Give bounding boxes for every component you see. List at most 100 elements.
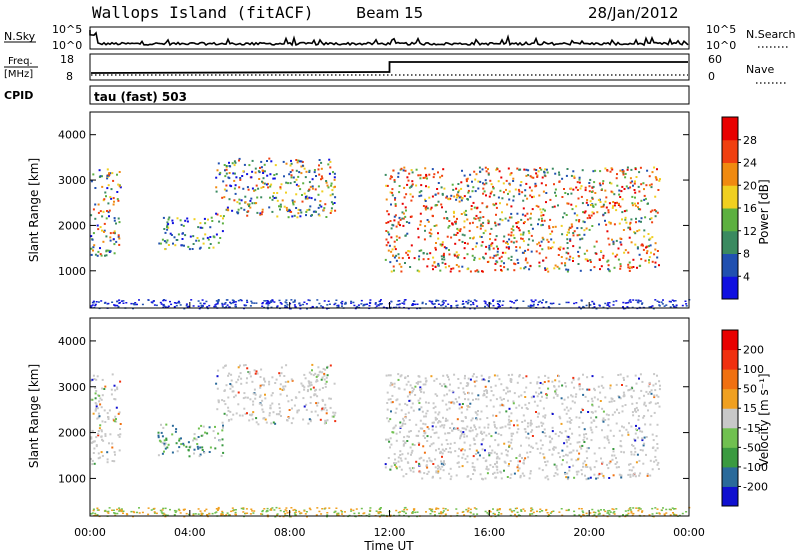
echo-pixel [473, 256, 476, 259]
echo-pixel [622, 426, 625, 429]
echo-pixel [616, 253, 619, 256]
echo-pixel [634, 439, 637, 442]
echo-pixel [355, 306, 358, 309]
echo-pixel [276, 514, 278, 516]
echo-pixel [221, 222, 224, 225]
echo-pixel [449, 447, 452, 450]
echo-pixel [321, 399, 324, 402]
echo-pixel [522, 462, 525, 465]
echo-pixel [493, 451, 496, 454]
echo-pixel [94, 402, 97, 404]
echo-pixel [457, 253, 460, 256]
echo-pixel [577, 470, 580, 473]
echo-pixel [472, 455, 475, 458]
echo-pixel [215, 511, 218, 513]
echo-pixel [578, 220, 580, 223]
echo-pixel [391, 188, 394, 191]
echo-pixel [615, 177, 618, 180]
echo-pixel [501, 426, 504, 429]
echo-pixel [601, 461, 604, 464]
echo-pixel [472, 186, 475, 189]
echo-pixel [501, 251, 504, 254]
echo-pixel [226, 512, 229, 514]
echo-pixel [630, 469, 633, 472]
echo-pixel [112, 509, 115, 511]
echo-pixel [111, 446, 114, 449]
echo-pixel [541, 444, 544, 447]
echo-pixel [246, 299, 248, 302]
echo-pixel [582, 511, 585, 514]
echo-pixel [266, 174, 269, 177]
echo-pixel [292, 509, 295, 511]
echo-pixel [309, 185, 312, 188]
echo-pixel [472, 437, 475, 440]
echo-pixel [409, 266, 412, 268]
echo-pixel [101, 387, 104, 390]
echo-pixel [303, 510, 306, 512]
echo-pixel [105, 254, 108, 257]
echo-pixel [138, 507, 140, 509]
echo-pixel [233, 160, 236, 163]
echo-pixel [632, 512, 635, 515]
echo-pixel [413, 300, 416, 302]
colorbar-segment [722, 139, 738, 163]
echo-pixel [422, 445, 425, 448]
echo-pixel [508, 444, 511, 447]
echo-pixel [187, 449, 190, 452]
echo-pixel [217, 162, 220, 165]
echo-pixel [527, 437, 530, 440]
echo-pixel [466, 198, 469, 200]
echo-pixel [622, 170, 625, 173]
echo-pixel [567, 301, 570, 304]
echo-pixel [560, 508, 563, 510]
echo-pixel [589, 426, 592, 429]
echo-pixel [401, 453, 404, 456]
echo-pixel [580, 515, 582, 518]
echo-pixel [403, 166, 406, 169]
echo-pixel [635, 507, 638, 509]
echo-pixel [554, 390, 557, 393]
echo-pixel [228, 306, 231, 308]
echo-pixel [638, 459, 641, 462]
echo-pixel [553, 267, 556, 270]
echo-pixel [167, 443, 170, 446]
echo-pixel [431, 425, 434, 428]
echo-pixel [310, 373, 313, 376]
echo-pixel [417, 236, 420, 239]
echo-pixel [460, 420, 463, 422]
echo-pixel [575, 205, 578, 208]
echo-pixel [430, 460, 433, 463]
echo-pixel [111, 172, 114, 175]
echo-pixel [461, 427, 464, 430]
echo-pixel [528, 477, 531, 480]
echo-pixel [117, 306, 120, 308]
echo-pixel [505, 392, 508, 395]
echo-pixel [429, 508, 432, 510]
echo-pixel [201, 299, 204, 301]
echo-pixel [530, 445, 533, 448]
echo-pixel [620, 190, 623, 193]
echo-pixel [308, 299, 311, 302]
echo-pixel [609, 222, 612, 225]
echo-pixel [599, 184, 602, 187]
echo-pixel [441, 448, 444, 451]
echo-pixel [591, 204, 594, 207]
echo-pixel [575, 416, 578, 419]
echo-pixel [537, 392, 540, 395]
echo-pixel [585, 433, 588, 435]
echo-pixel [567, 252, 570, 255]
echo-pixel [624, 249, 627, 252]
echo-pixel [607, 304, 610, 306]
echo-pixel [643, 235, 646, 238]
echo-pixel [595, 425, 598, 428]
echo-pixel [619, 241, 622, 244]
echo-pixel [162, 426, 165, 429]
echo-pixel [538, 467, 541, 470]
echo-pixel [245, 304, 248, 307]
echo-pixel [266, 306, 269, 308]
echo-pixel [423, 415, 426, 418]
echo-pixel [586, 457, 589, 460]
echo-pixel [606, 435, 609, 438]
echo-pixel [457, 194, 460, 197]
echo-pixel [226, 208, 229, 211]
